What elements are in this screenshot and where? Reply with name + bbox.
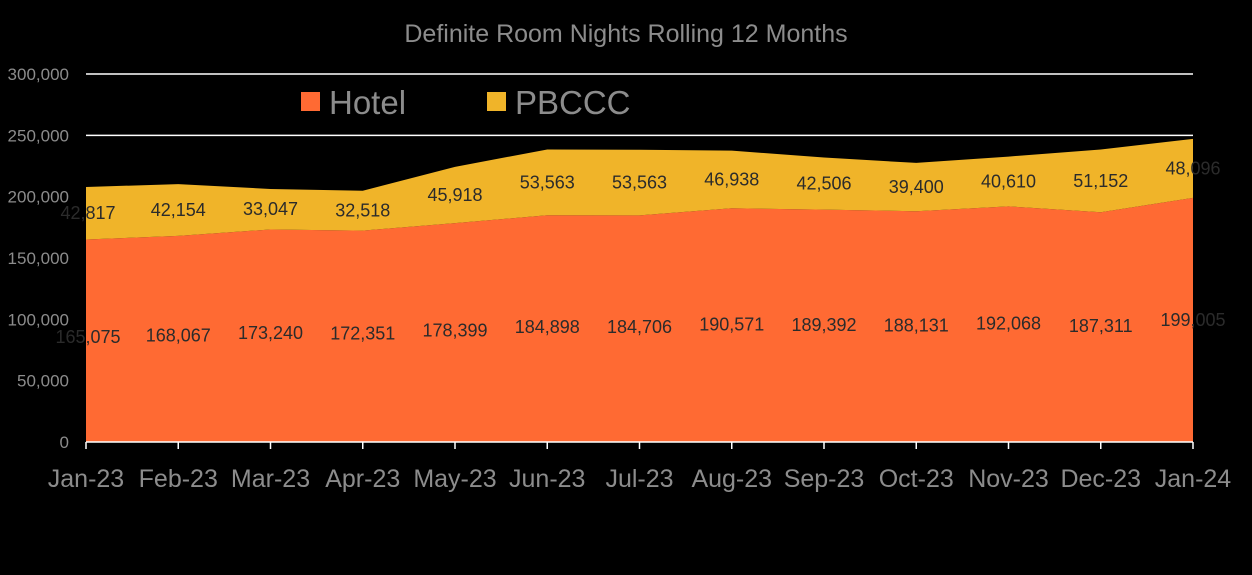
data-label-pbccc: 45,918 <box>427 185 482 205</box>
y-tick-label: 300,000 <box>8 65 69 84</box>
x-tick-label: Jan-24 <box>1155 465 1232 493</box>
data-label-hotel: 188,131 <box>884 315 949 335</box>
legend-label-pbccc: PBCCC <box>515 84 631 121</box>
data-label-hotel: 184,898 <box>515 317 580 337</box>
data-label-pbccc: 42,506 <box>796 174 851 194</box>
legend-swatch-pbccc <box>487 92 506 111</box>
x-tick-label: Oct-23 <box>879 465 954 493</box>
data-label-pbccc: 42,817 <box>60 203 115 223</box>
y-tick-label: 150,000 <box>8 249 69 268</box>
x-tick-label: May-23 <box>413 465 496 493</box>
x-tick-label: Aug-23 <box>691 465 772 493</box>
x-tick-label: Jul-23 <box>605 465 673 493</box>
data-label-hotel: 187,311 <box>1069 316 1133 336</box>
y-tick-label: 50,000 <box>17 372 69 391</box>
data-label-pbccc: 51,152 <box>1073 171 1128 191</box>
x-tick-label: Nov-23 <box>968 465 1049 493</box>
y-tick-label: 200,000 <box>8 188 69 207</box>
data-label-hotel: 199,005 <box>1160 310 1225 330</box>
axes <box>85 441 1194 449</box>
y-tick-label: 0 <box>60 433 69 452</box>
data-label-pbccc: 42,154 <box>151 200 206 220</box>
series-area-hotel <box>86 197 1193 442</box>
data-label-hotel: 192,068 <box>976 314 1041 334</box>
x-tick-label: Jan-23 <box>48 465 124 493</box>
x-tick-label: Mar-23 <box>231 465 310 493</box>
series-areas <box>86 138 1193 442</box>
y-tick-label: 250,000 <box>8 126 69 145</box>
x-tick-label: Sep-23 <box>784 465 865 493</box>
x-tick-labels: Jan-23 Feb-23 Mar-23 Apr-23 May-23 Jun-23 Jul-… <box>48 465 1232 493</box>
x-tick-label: Jun-23 <box>509 465 585 493</box>
data-label-pbccc: 53,563 <box>520 172 575 192</box>
data-label-hotel: 173,240 <box>238 323 303 343</box>
x-tick-label: Feb-23 <box>139 465 218 493</box>
data-label-hotel: 178,399 <box>422 320 487 340</box>
data-label-pbccc: 33,047 <box>243 199 298 219</box>
data-label-pbccc: 48,096 <box>1165 158 1220 178</box>
data-label-hotel: 189,392 <box>791 315 856 335</box>
data-label-hotel: 168,067 <box>146 326 211 346</box>
data-label-pbccc: 40,610 <box>981 171 1036 191</box>
data-label-hotel: 190,571 <box>699 314 764 334</box>
data-label-hotel: 172,351 <box>330 323 395 343</box>
y-tick-labels: 0 50,000 100,000 150,000 200,000 250,000 300,0… <box>8 65 69 452</box>
data-label-pbccc: 32,518 <box>335 201 390 221</box>
legend-swatch-hotel <box>301 92 320 111</box>
data-label-pbccc: 53,563 <box>612 173 667 193</box>
x-tick-label: Apr-23 <box>325 465 400 493</box>
data-label-hotel: 184,706 <box>607 317 672 337</box>
data-labels: 165,075 168,067 173,240 172,351 178,399 184,8… <box>55 158 1225 347</box>
y-tick-label: 100,000 <box>8 310 69 329</box>
data-label-hotel: 165,075 <box>55 327 120 347</box>
data-label-pbccc: 39,400 <box>889 177 944 197</box>
x-tick-label: Dec-23 <box>1060 465 1141 493</box>
data-label-pbccc: 46,938 <box>704 169 759 189</box>
chart-title: Definite Room Nights Rolling 12 Months <box>404 20 847 48</box>
series-area-pbccc <box>86 138 1193 240</box>
legend-label-hotel: Hotel <box>329 84 406 121</box>
legend: Hotel PBCCC <box>301 84 631 121</box>
